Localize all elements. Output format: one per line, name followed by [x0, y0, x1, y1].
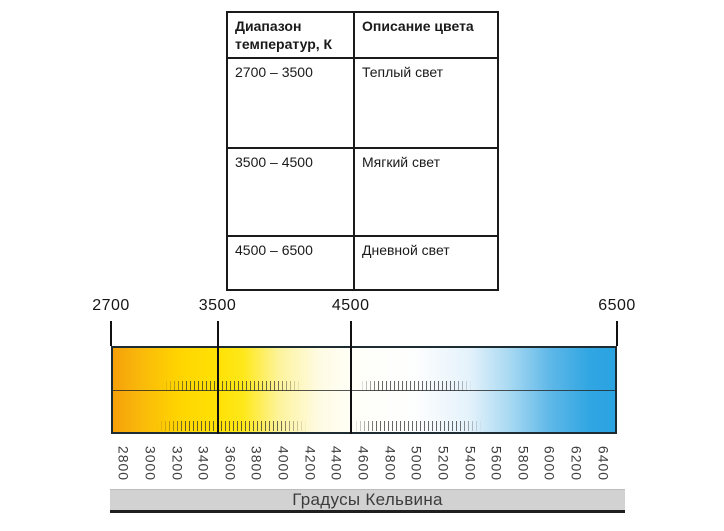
temperature-table: Диапазон температур, К Описание цвета 27… — [226, 10, 499, 292]
minor-tick-label: 3800 — [248, 445, 265, 482]
minor-tick-label: 5800 — [515, 445, 532, 482]
minor-tick-label: 3400 — [195, 445, 212, 482]
ruler-comb-ticks — [352, 421, 482, 431]
kelvin-unit-bar: Градусы Кельвина — [110, 489, 625, 513]
scale-label: 4500 — [331, 297, 370, 314]
cell-desc-daylight: Дневной свет — [353, 235, 499, 292]
minor-tick-label: 5600 — [488, 445, 505, 482]
minor-tick-label: 4400 — [328, 445, 345, 482]
table-header-row: Диапазон температур, К Описание цвета — [226, 10, 499, 60]
minor-tick-label: 4800 — [382, 445, 399, 482]
table-row: 2700 – 3500 Теплый свет — [226, 57, 499, 150]
temperature-gradient-bar — [111, 346, 617, 434]
cell-range-daylight: 4500 – 6500 — [226, 235, 355, 292]
minor-tick-label: 4200 — [302, 445, 319, 482]
cell-range-soft: 3500 – 4500 — [226, 147, 355, 238]
minor-tick-label: 3000 — [142, 445, 159, 482]
minor-tick-label: 5400 — [462, 445, 479, 482]
cell-desc-warm: Теплый свет — [353, 57, 499, 150]
minor-tick-label: 5200 — [435, 445, 452, 482]
minor-tick-label: 5000 — [408, 445, 425, 482]
minor-tick-label: 6400 — [595, 445, 612, 482]
scale-grid-line — [349, 346, 352, 434]
scale-tick-mark — [349, 321, 352, 346]
table-row: 4500 – 6500 Дневной свет — [226, 235, 499, 292]
cell-desc-soft: Мягкий свет — [353, 147, 499, 238]
minor-tick-label: 6200 — [568, 445, 585, 482]
scale-label: 3500 — [198, 297, 237, 314]
scale-grid-line — [216, 346, 219, 434]
ruler-comb-ticks — [157, 421, 307, 431]
scale-label: 2700 — [92, 297, 130, 314]
minor-tick-label: 4000 — [275, 445, 292, 482]
ruler-comb-ticks — [162, 381, 302, 391]
minor-tick-label: 3200 — [169, 445, 186, 482]
ruler-comb-ticks — [358, 381, 472, 391]
table-row: 3500 – 4500 Мягкий свет — [226, 147, 499, 238]
scale-tick-mark — [616, 321, 618, 346]
minor-tick-label: 3600 — [222, 445, 239, 482]
scale-label: 6500 — [598, 297, 636, 314]
header-description: Описание цвета — [353, 10, 499, 60]
minor-tick-label: 2800 — [115, 445, 132, 482]
header-range: Диапазон температур, К — [226, 10, 355, 60]
kelvin-unit-label: Градусы Кельвина — [292, 490, 443, 509]
minor-tick-label: 4600 — [355, 445, 372, 482]
cell-range-warm: 2700 – 3500 — [226, 57, 355, 150]
scale-tick-mark — [110, 321, 112, 346]
scale-tick-mark — [216, 321, 219, 346]
minor-tick-label: 6000 — [541, 445, 558, 482]
